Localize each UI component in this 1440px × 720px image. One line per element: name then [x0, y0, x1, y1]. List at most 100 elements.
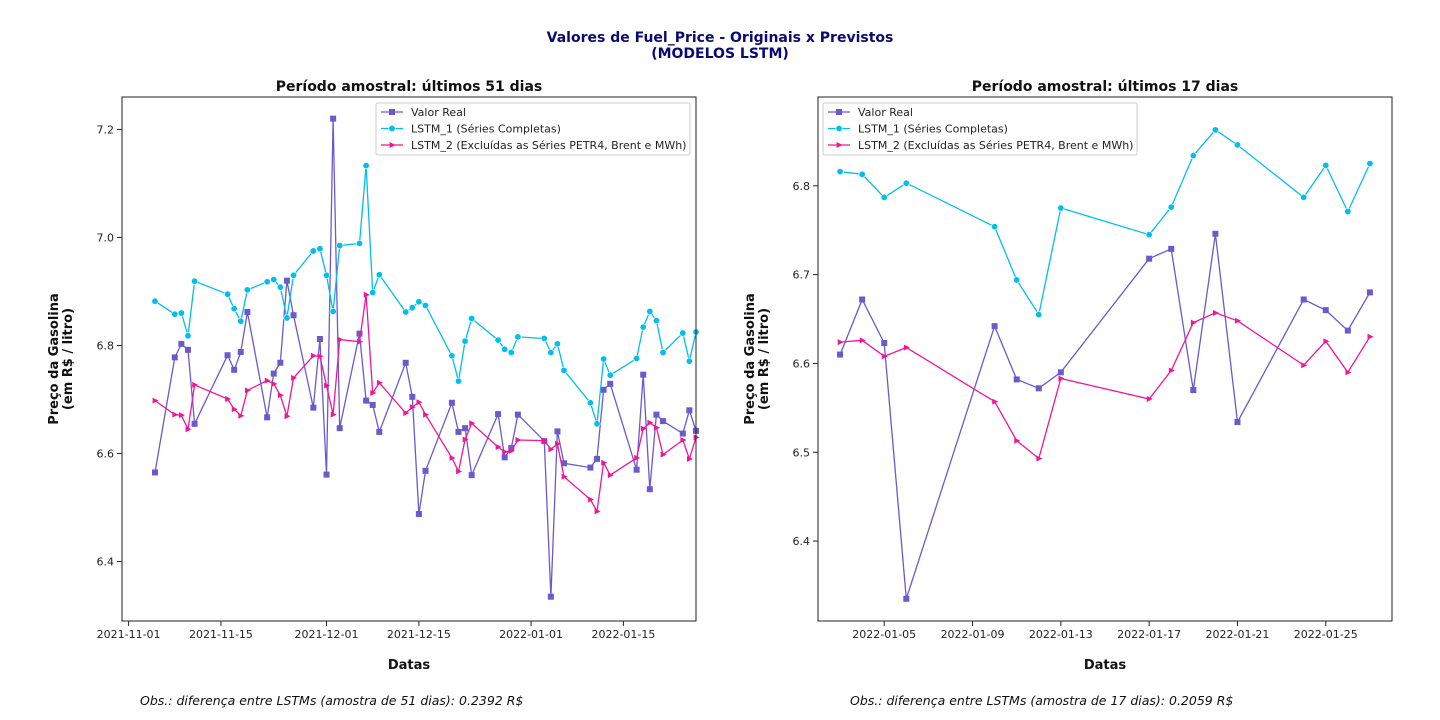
data-point [171, 310, 179, 318]
data-point [402, 308, 410, 316]
data-point [679, 329, 687, 337]
legend-marker [389, 142, 396, 148]
data-point [336, 242, 344, 250]
data-point [1235, 317, 1242, 324]
data-point [1167, 203, 1175, 211]
x-axis-label: Datas [1084, 658, 1127, 673]
data-point [151, 297, 159, 305]
data-point [375, 271, 383, 279]
data-point [454, 377, 462, 385]
series-valor-real [837, 230, 1373, 602]
y-axis-label-line-2: (em R$ / litro) [757, 308, 772, 410]
data-point [151, 469, 158, 476]
series-valor-real [151, 115, 699, 600]
data-point [1300, 296, 1307, 303]
data-point [495, 411, 502, 418]
legend-label: LSTM_1 (Séries Completas) [858, 123, 1008, 136]
legend-marker [835, 125, 843, 133]
data-point [185, 426, 192, 433]
legend-marker [836, 109, 842, 115]
data-point [508, 447, 515, 454]
data-point [646, 486, 653, 493]
data-point [284, 413, 291, 420]
difference-note: Obs.: diferença entre LSTMs (amostra de … [140, 693, 523, 708]
data-point [178, 340, 185, 347]
y-tick-label: 6.7 [793, 269, 811, 282]
plot-frame [121, 96, 697, 622]
data-point [172, 411, 179, 418]
series-line [154, 118, 697, 597]
data-point [270, 370, 277, 377]
data-point [191, 420, 198, 427]
data-point [316, 336, 323, 343]
data-point [238, 412, 245, 419]
y-axis-label-line-1: Preço da Gasolina [743, 293, 758, 425]
data-point [231, 406, 238, 413]
data-point [237, 348, 244, 355]
data-point [508, 445, 515, 452]
y-tick-label: 6.6 [793, 357, 811, 370]
data-point [640, 425, 647, 432]
data-point [606, 371, 614, 379]
data-point [184, 346, 191, 353]
data-point [376, 379, 383, 386]
data-point [1212, 309, 1219, 316]
data-point [403, 410, 410, 417]
chart-title: Período amostral: últimos 17 dias [972, 79, 1239, 95]
data-point [316, 245, 324, 253]
data-point [507, 349, 515, 357]
data-point [991, 223, 999, 231]
data-point [1190, 319, 1197, 326]
legend-label: Valor Real [858, 106, 913, 119]
data-point [448, 399, 455, 406]
data-point [639, 323, 647, 331]
data-point [903, 344, 910, 351]
y-tick-label: 6.6 [97, 448, 115, 461]
series-lstm-1 [151, 162, 700, 428]
data-point [244, 387, 251, 394]
data-point [633, 466, 640, 473]
data-point [317, 353, 324, 360]
x-tick-label: 2022-01-05 [852, 628, 916, 641]
data-point [177, 309, 185, 317]
legend-marker [389, 109, 395, 115]
data-point [687, 455, 694, 462]
data-point [1013, 376, 1020, 383]
data-point [1344, 208, 1352, 216]
x-tick-label: 2022-01-15 [591, 628, 655, 641]
data-point [1146, 255, 1153, 262]
x-axis-label: Datas [388, 658, 431, 673]
data-point [586, 399, 594, 407]
series-line [839, 233, 1371, 600]
chart-title: Período amostral: últimos 51 dias [276, 79, 543, 95]
data-point [1301, 362, 1308, 369]
data-point [192, 381, 199, 388]
y-tick-label: 7.2 [97, 123, 115, 136]
data-point [277, 392, 284, 399]
difference-note: Obs.: diferença entre LSTMs (amostra de … [850, 693, 1233, 708]
data-point [370, 390, 377, 397]
legend-label: Valor Real [411, 106, 466, 119]
data-point [680, 437, 687, 444]
data-point [902, 179, 910, 187]
data-point [553, 340, 561, 348]
legend-label: LSTM_1 (Séries Completas) [411, 123, 561, 136]
data-point [271, 380, 278, 387]
data-point [1057, 369, 1064, 376]
data-point [647, 419, 654, 426]
data-point [178, 412, 185, 419]
data-point [310, 404, 317, 411]
data-point [237, 317, 245, 325]
data-point [416, 399, 423, 406]
data-point [283, 277, 290, 284]
data-point [1322, 307, 1329, 314]
y-tick-label: 7.0 [97, 231, 115, 244]
data-point [600, 355, 608, 363]
y-tick-label: 6.4 [97, 556, 115, 569]
data-point [1300, 193, 1308, 201]
data-point [1146, 395, 1153, 402]
data-point [356, 239, 364, 247]
data-point [1013, 276, 1021, 284]
data-point [660, 451, 667, 458]
